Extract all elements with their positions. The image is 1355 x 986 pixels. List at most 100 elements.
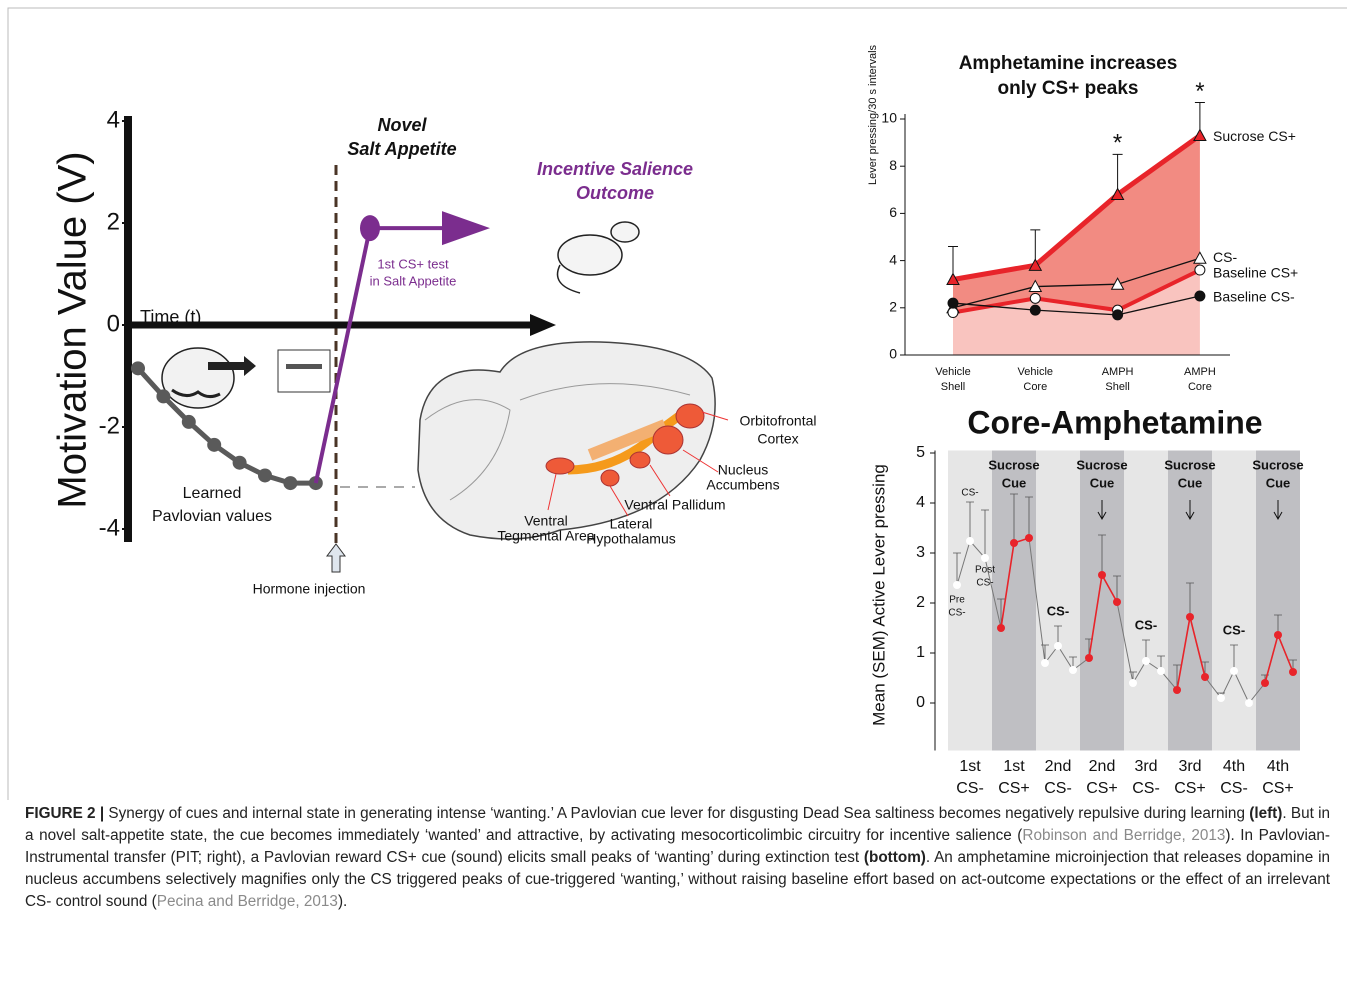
point xyxy=(1274,631,1282,639)
error-bar xyxy=(1098,534,1106,575)
x-tick-label: 2nd xyxy=(1089,758,1116,775)
learned-point xyxy=(131,361,145,376)
y-tick-label: 3 xyxy=(916,544,925,561)
series-line xyxy=(952,295,1201,316)
x-tick-label: CS- xyxy=(956,780,984,797)
rat-left xyxy=(161,347,256,409)
frame xyxy=(7,7,1347,800)
band-header: Cue xyxy=(1178,475,1203,490)
point xyxy=(1129,679,1137,687)
band xyxy=(1256,450,1300,751)
band-header: Cue xyxy=(1090,475,1115,490)
band-header: Sucrose xyxy=(1076,457,1127,472)
caption-bold: FIGURE 2 | xyxy=(25,805,105,822)
series-label: Learned xyxy=(183,485,242,502)
caption-link[interactable]: Robinson and Berridge, 2013 xyxy=(1022,827,1226,844)
series-line xyxy=(952,268,1201,315)
point xyxy=(1261,679,1269,687)
learned-point xyxy=(156,389,171,404)
rat-right xyxy=(556,221,640,294)
chart-title: Amphetamine increases xyxy=(959,53,1178,74)
error-bar xyxy=(953,552,961,585)
point xyxy=(1085,654,1093,662)
x-tick-label: 4th xyxy=(1223,758,1245,775)
marker xyxy=(1110,187,1125,201)
marker xyxy=(1029,292,1041,304)
series-label: 1st CS+ test xyxy=(377,256,449,271)
x-tick-label: CS+ xyxy=(998,780,1030,797)
point xyxy=(1098,571,1106,579)
chart-title: Core-Amphetamine xyxy=(967,404,1262,440)
point xyxy=(1201,673,1209,681)
point xyxy=(966,537,974,545)
point xyxy=(1054,642,1062,650)
point-label: CS- xyxy=(976,578,993,589)
point xyxy=(1217,694,1225,702)
cue-arrow xyxy=(1185,500,1195,521)
x-tick-label: 3rd xyxy=(1134,758,1157,775)
region-label: Nucleus xyxy=(718,462,769,478)
band xyxy=(948,450,992,751)
y-tick-label: 4 xyxy=(107,106,120,133)
x-tick-label: 3rd xyxy=(1178,758,1201,775)
point xyxy=(981,554,989,562)
x-tick-label: Core xyxy=(1023,381,1047,393)
band xyxy=(1124,450,1168,751)
x-tick-label: CS+ xyxy=(1174,780,1206,797)
caption-link[interactable]: Pecina and Berridge, 2013 xyxy=(156,893,338,910)
chart-title: only CS+ peaks xyxy=(998,78,1139,99)
error-bar xyxy=(1025,496,1033,538)
error-bar xyxy=(1186,582,1194,617)
point-label: CS- xyxy=(948,608,965,619)
learned-point xyxy=(181,414,196,429)
x-tick-label: 1st xyxy=(1003,758,1025,775)
learned-point xyxy=(258,468,272,483)
y-tick-label: 5 xyxy=(916,444,925,461)
brain xyxy=(417,341,729,540)
caption-text: ). xyxy=(337,893,348,910)
y-tick-label: 2 xyxy=(107,208,120,235)
point xyxy=(1230,667,1238,675)
x-tick-label: 2nd xyxy=(1045,758,1072,775)
caption-bold: (bottom) xyxy=(863,849,926,866)
band xyxy=(1036,450,1080,751)
series-line xyxy=(952,133,1202,282)
x-axis-label: Time (t) xyxy=(140,307,201,327)
x-tick-label: Shell xyxy=(941,381,965,393)
legend-label: Sucrose CS+ xyxy=(1213,128,1296,144)
annotation: Hormone injection xyxy=(253,581,366,597)
y-tick-label: 1 xyxy=(916,644,925,661)
x-tick-label: AMPH xyxy=(1184,366,1216,378)
marker xyxy=(1028,279,1043,293)
point xyxy=(1069,666,1077,674)
x-tick-label: Vehicle xyxy=(935,366,970,378)
marker xyxy=(1029,304,1041,316)
marker xyxy=(1112,309,1124,321)
series-label: Pavlovian values xyxy=(152,508,272,525)
marker xyxy=(1193,128,1207,142)
legend-label: Baseline CS- xyxy=(1213,289,1295,305)
marker xyxy=(946,272,960,285)
point xyxy=(1245,699,1253,707)
x-tick-label: CS+ xyxy=(1086,780,1118,797)
error-bar xyxy=(1230,644,1238,671)
learned-point xyxy=(207,437,222,452)
caption-text: ). In Pavlovian-Instrumental transfer (P… xyxy=(25,827,1330,866)
marker xyxy=(1028,258,1043,271)
x-tick-label: 4th xyxy=(1267,758,1289,775)
error-bar xyxy=(981,509,989,558)
x-tick-label: Vehicle xyxy=(1018,366,1053,378)
caption-text: . An amphetamine microinjection that rel… xyxy=(25,849,1330,910)
point xyxy=(1025,534,1033,542)
injection-arrow xyxy=(326,543,346,573)
y-tick-label: 2 xyxy=(889,299,897,315)
point xyxy=(1142,657,1150,665)
marker xyxy=(1110,277,1125,290)
y-tick-label: 2 xyxy=(916,594,925,611)
point xyxy=(1157,667,1165,675)
point xyxy=(953,581,961,589)
region-label: Orbitofrontal xyxy=(739,413,816,429)
band-header: Sucrose xyxy=(988,457,1039,472)
series-line xyxy=(952,257,1201,309)
